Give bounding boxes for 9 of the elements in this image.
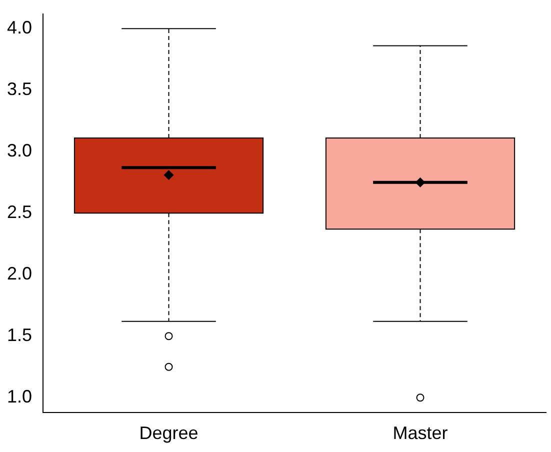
x-tick-label: Degree — [139, 423, 198, 444]
y-tick-label: 1.5 — [6, 325, 32, 346]
x-tick-label: Master — [392, 423, 448, 444]
y-tick-label: 3.0 — [6, 140, 32, 161]
y-tick-label: 4.0 — [6, 18, 32, 38]
y-tick-label: 1.0 — [6, 386, 32, 407]
y-tick-label: 2.0 — [6, 264, 32, 284]
y-tick-label: 2.5 — [6, 202, 32, 222]
y-tick-label: 3.5 — [6, 79, 32, 100]
